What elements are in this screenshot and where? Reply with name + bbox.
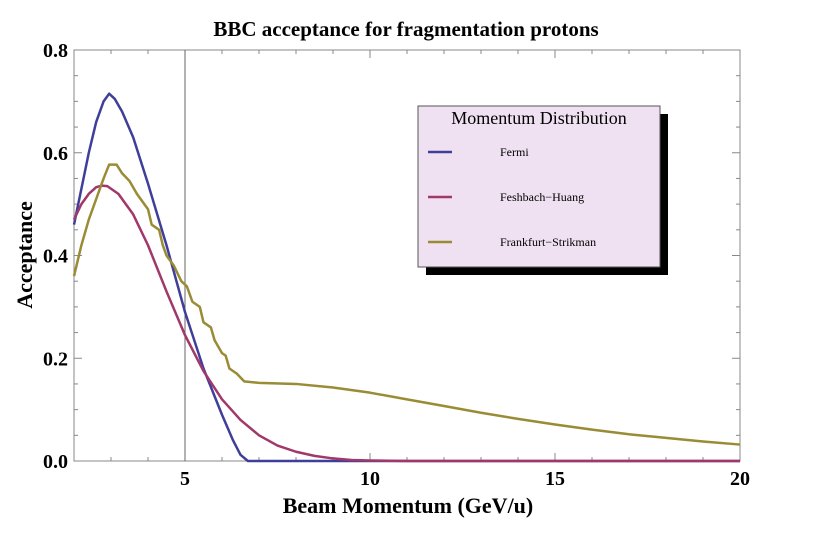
legend-entries: Fermi Feshbach−Huang Frankfurt−Strikman	[428, 145, 596, 249]
series-group	[72, 92, 741, 463]
legend-title: Momentum Distribution	[451, 108, 627, 128]
y-tick-label: 0.2	[43, 348, 68, 370]
x-axis-label: Beam Momentum (GeV/u)	[283, 493, 534, 518]
legend-box	[417, 105, 661, 268]
y-axis-label: Acceptance	[12, 201, 37, 309]
y-tick-label: 0.4	[43, 246, 68, 268]
x-tick-label: 20	[730, 468, 750, 490]
x-tick-label: 5	[180, 468, 190, 490]
series-line-0	[72, 92, 740, 463]
series-line-2	[72, 163, 741, 446]
y-tick-label: 0.8	[43, 40, 68, 62]
y-tick-label: 0.0	[43, 451, 68, 473]
x-axis-ticks: 5 10 15 20	[180, 468, 750, 490]
legend: Momentum Distribution Fermi Feshbach−Huan…	[417, 105, 668, 275]
x-tick-label: 15	[545, 468, 565, 490]
legend-entry-label-2: Frankfurt−Strikman	[500, 235, 596, 249]
chart-title: BBC acceptance for fragmentation protons	[213, 17, 598, 41]
legend-entry-label-0: Fermi	[500, 145, 529, 159]
legend-entry-label-1: Feshbach−Huang	[500, 190, 584, 204]
x-tick-label: 10	[360, 468, 380, 490]
y-tick-label: 0.6	[43, 143, 68, 165]
y-axis-ticks: 0.0 0.2 0.4 0.6 0.8	[43, 40, 68, 473]
